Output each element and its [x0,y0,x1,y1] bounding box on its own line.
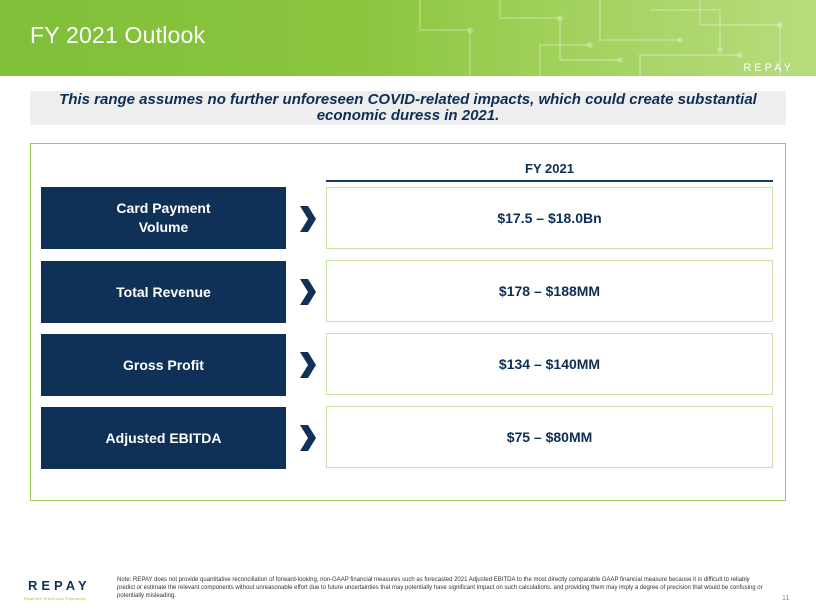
row-label-total-revenue: Total Revenue [41,261,286,323]
footer-logo: REPAY Realtime Electronic Payments [24,578,102,604]
row-value-card-payment-volume: $17.5 – $18.0Bn [326,187,773,249]
footer-logo-tagline: Realtime Electronic Payments [24,596,86,601]
chevron-right-icon [300,206,316,232]
footnote: Note: REPAY does not provide quantitativ… [117,577,763,599]
page-number: 11 [782,595,790,602]
row-label-adjusted-ebitda: Adjusted EBITDA [41,407,286,469]
row-value-adjusted-ebitda: $75 – $80MM [326,406,773,468]
row-label-card-payment-volume: Card Payment Volume [41,187,286,249]
row-label-gross-profit: Gross Profit [41,334,286,396]
chevron-right-icon [300,352,316,378]
header-logo: REPAY [743,62,794,74]
row-value-total-revenue: $178 – $188MM [326,260,773,322]
footer-logo-wordmark: REPAY [28,578,91,593]
slide-header: FY 2021 Outlook REPAY [0,0,816,76]
row-value-gross-profit: $134 – $140MM [326,333,773,395]
column-header-fy2021: FY 2021 [525,161,574,176]
chevron-right-icon [300,279,316,305]
circuit-pattern-graphic [419,0,783,76]
chevron-right-icon [300,425,316,451]
assumption-banner: This range assumes no further unforeseen… [30,91,786,125]
page-title: FY 2021 Outlook [30,22,206,48]
column-header-rule [326,180,773,182]
